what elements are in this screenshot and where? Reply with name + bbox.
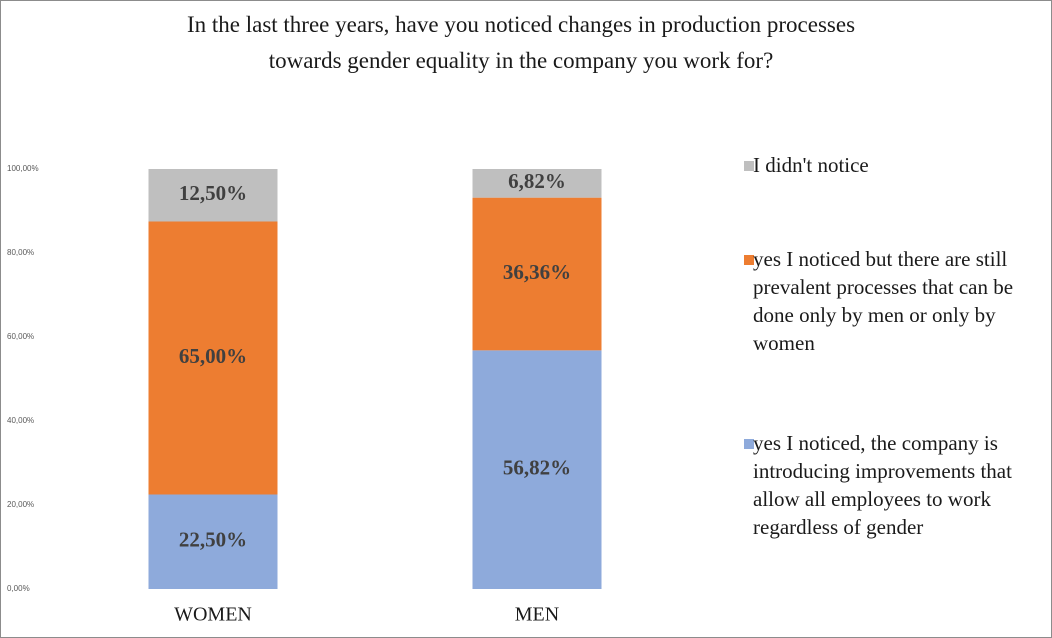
y-tick-label: 40,00% [7, 416, 34, 425]
bar-segment [148, 221, 278, 495]
data-label: 36,36% [503, 260, 571, 284]
x-tick-label: WOMEN [174, 604, 252, 626]
y-tick-label: 80,00% [7, 248, 34, 257]
legend-swatch [744, 161, 754, 171]
legend-label: I didn't notice [753, 153, 869, 177]
data-label: 6,82% [508, 169, 566, 193]
bar-segment [148, 494, 278, 589]
legend-swatch [744, 255, 754, 265]
bar-segment [472, 350, 602, 589]
y-tick-label: 20,00% [7, 500, 34, 509]
legend-label: yes I noticed, the company is introducin… [753, 431, 1012, 539]
data-label: 22,50% [179, 528, 247, 552]
data-label: 65,00% [179, 344, 247, 368]
legend-swatch [744, 439, 754, 449]
bar-segment [472, 197, 602, 351]
data-label: 56,82% [503, 455, 571, 479]
legend-label: yes I noticed but there are still preval… [753, 247, 1014, 355]
bar-segment [472, 169, 602, 198]
y-tick-label: 100,00% [7, 164, 39, 173]
x-tick-label: MEN [515, 604, 559, 626]
y-tick-label: 60,00% [7, 332, 34, 341]
y-tick-label: 0,00% [7, 584, 30, 593]
chart-title: In the last three years, have you notice… [186, 12, 856, 73]
data-label: 12,50% [179, 181, 247, 205]
bar-segment [148, 169, 278, 222]
